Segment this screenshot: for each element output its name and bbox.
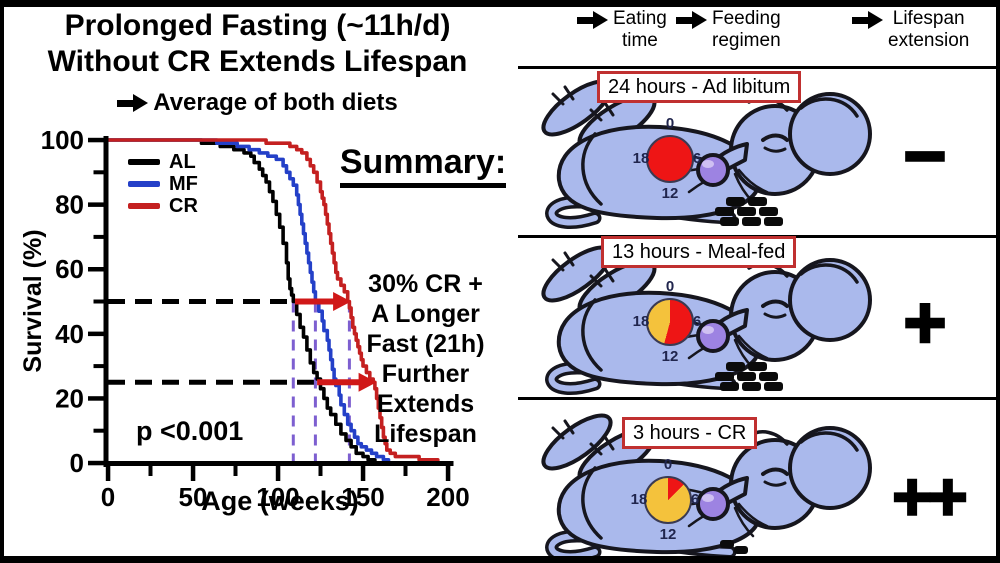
svg-text:100: 100 xyxy=(256,482,299,512)
svg-text:100: 100 xyxy=(41,125,84,155)
clock-label-6: 6 xyxy=(692,313,702,330)
lifespan-sign-minus: − xyxy=(902,112,948,198)
food-pellet xyxy=(759,372,778,381)
figure-title-line1: Prolonged Fasting (~11h/d) xyxy=(64,9,451,42)
clock-label-6: 6 xyxy=(692,150,702,167)
panel-divider xyxy=(518,397,996,400)
clock-label-18: 18 xyxy=(632,313,650,330)
eating-time-clock: 0 6 12 18 xyxy=(624,276,716,368)
clock-pie xyxy=(646,135,694,183)
summary-heading: Summary: xyxy=(328,143,518,188)
frame-bar xyxy=(996,0,1000,563)
food-pellet xyxy=(720,217,739,226)
food-pellet xyxy=(742,217,761,226)
legend-lifespan-extension: Lifespan extension xyxy=(852,8,969,52)
food-pellet xyxy=(748,362,767,371)
survival-chart: 0 20 40 60 80 100 0 50 100 150 200 xyxy=(41,125,470,512)
eating-time-clock: 0 6 12 18 xyxy=(624,113,716,205)
food-pellet xyxy=(737,372,756,381)
panel-divider xyxy=(518,66,996,69)
al-line-swatch xyxy=(128,159,160,165)
food-pellet xyxy=(726,197,745,206)
food-pellet xyxy=(715,207,734,216)
subtitle-label: Average of both diets xyxy=(153,89,398,116)
clock-label-12: 12 xyxy=(661,348,679,365)
clock-label-0: 0 xyxy=(665,278,675,295)
clock-label-6: 6 xyxy=(690,491,700,508)
right-arrow-icon xyxy=(676,11,708,29)
clock-label-18: 18 xyxy=(630,491,648,508)
food-pellet xyxy=(734,546,748,554)
legend-eating-time: Eating time xyxy=(577,8,667,52)
legend-item-cr: CR xyxy=(128,195,198,217)
figure-title-line2: Without CR Extends Lifespan xyxy=(47,45,468,78)
clock-pie xyxy=(646,298,694,346)
food-pellet xyxy=(764,217,783,226)
frame-bar xyxy=(0,0,1000,7)
p-value-label: p <0.001 xyxy=(136,416,244,446)
food-pellet xyxy=(726,362,745,371)
clock-label-0: 0 xyxy=(665,115,675,132)
food-pellet xyxy=(764,382,783,391)
svg-text:20: 20 xyxy=(55,383,84,413)
svg-text:0: 0 xyxy=(70,448,84,478)
food-pellet xyxy=(720,382,739,391)
svg-text:150: 150 xyxy=(341,482,384,512)
mf-line-swatch xyxy=(128,181,160,187)
x-axis-label: Age (weeks) xyxy=(201,486,359,516)
legend-feeding-regimen: Feeding regimen xyxy=(676,8,781,52)
svg-text:60: 60 xyxy=(55,254,84,284)
y-axis-label: Survival (%) xyxy=(19,229,47,373)
figure-subtitle: Average of both diets xyxy=(0,89,515,117)
summary-text: 30% CR + A Longer Fast (21h) Further Ext… xyxy=(366,270,485,448)
panel-label-meal-fed: 13 hours - Meal-fed xyxy=(601,236,797,268)
eating-time-clock: 0 6 12 18 xyxy=(622,454,714,546)
lifespan-sign-plus-plus: ++ xyxy=(891,458,969,537)
legend-label-cr: CR xyxy=(169,195,198,217)
legend-item-mf: MF xyxy=(128,173,198,195)
svg-text:50: 50 xyxy=(179,482,208,512)
food-pellet xyxy=(759,207,778,216)
svg-text:80: 80 xyxy=(55,190,84,220)
food-pellet xyxy=(742,382,761,391)
frame-bar xyxy=(0,556,1000,563)
panel-label-ad-libitum: 24 hours - Ad libitum xyxy=(597,71,802,103)
panel-label-cr: 3 hours - CR xyxy=(622,417,758,449)
clock-label-0: 0 xyxy=(663,456,673,473)
chart-legend: AL MF CR xyxy=(128,151,198,217)
food-pellet xyxy=(737,207,756,216)
lifespan-sign-plus: + xyxy=(902,279,948,365)
svg-text:200: 200 xyxy=(426,482,469,512)
right-arrow-icon xyxy=(852,11,884,29)
food-pellet xyxy=(715,372,734,381)
clock-label-12: 12 xyxy=(659,526,677,543)
food-pellet xyxy=(748,197,767,206)
clock-label-18: 18 xyxy=(632,150,650,167)
cr-line-swatch xyxy=(128,203,160,209)
legend-label-mf: MF xyxy=(169,173,198,195)
frame-bar xyxy=(0,0,4,563)
legend-item-al: AL xyxy=(128,151,198,173)
right-arrow-icon xyxy=(117,94,149,112)
clock-label-12: 12 xyxy=(661,185,679,202)
legend-label-al: AL xyxy=(169,151,196,173)
svg-text:0: 0 xyxy=(101,482,115,512)
right-arrow-icon xyxy=(577,11,609,29)
svg-text:40: 40 xyxy=(55,319,84,349)
food-pellet xyxy=(720,540,734,548)
clock-pie xyxy=(644,476,692,524)
